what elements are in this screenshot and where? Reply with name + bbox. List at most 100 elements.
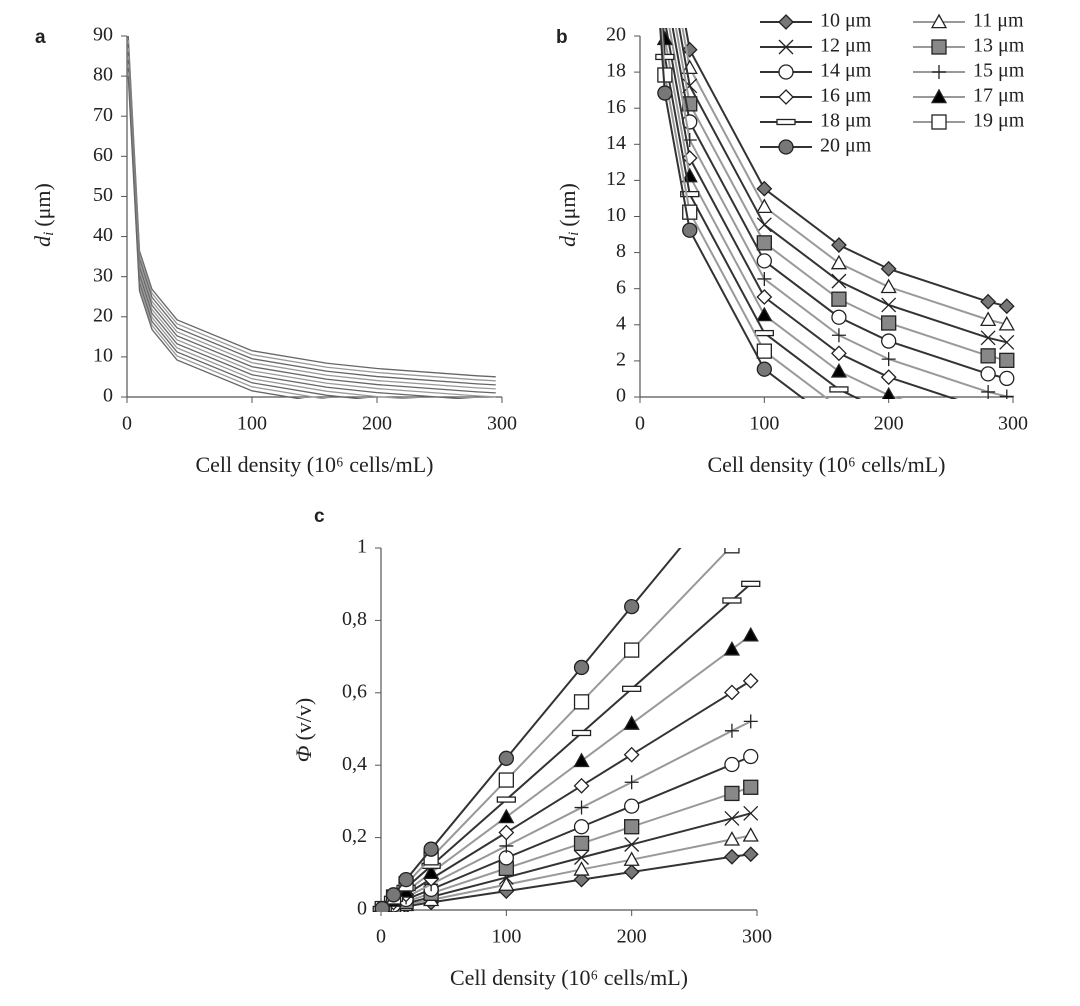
marker — [573, 835, 590, 852]
marker — [725, 478, 739, 492]
marker — [831, 328, 846, 343]
panel-label: c — [314, 506, 325, 527]
marker — [831, 309, 847, 325]
marker — [573, 871, 590, 888]
x-axis-label: Cell density (10⁶ cells/mL) — [450, 965, 688, 990]
legend-label: 11 μm — [973, 10, 1024, 32]
marker — [624, 598, 640, 615]
y-tick-label: 8 — [616, 240, 626, 262]
series-line — [127, 36, 496, 378]
marker — [723, 641, 741, 656]
legend-marker — [931, 114, 947, 130]
y-axis-label-part: d — [30, 235, 55, 247]
marker — [830, 254, 848, 270]
panel-label: a — [35, 27, 46, 48]
marker — [743, 805, 759, 821]
marker — [880, 369, 897, 386]
x-tick-label: 200 — [617, 926, 647, 948]
legend-marker — [931, 39, 947, 55]
series-line — [127, 43, 496, 386]
marker — [756, 361, 772, 377]
marker — [574, 850, 589, 865]
legend-marker — [778, 64, 794, 80]
y-tick-label: 10 — [606, 204, 626, 226]
y-tick-label: 16 — [606, 96, 626, 118]
marker — [979, 444, 997, 449]
series-line — [127, 64, 419, 399]
marker — [571, 729, 592, 737]
marker — [756, 289, 773, 305]
y-tick-label: 1 — [357, 536, 367, 558]
x-tick-label: 300 — [998, 413, 1028, 435]
marker — [657, 85, 673, 101]
y-tick-label: 0 — [103, 385, 113, 407]
legend-label: 10 μm — [820, 10, 872, 32]
y-tick-label: 14 — [606, 132, 626, 154]
marker — [998, 448, 1016, 453]
legend-label: 19 μm — [973, 110, 1025, 132]
marker — [881, 386, 896, 399]
marker — [498, 772, 514, 788]
x-tick-label: 0 — [376, 926, 386, 948]
series-line — [127, 68, 368, 399]
y-axis-label-part: d — [555, 235, 580, 247]
marker — [831, 291, 847, 307]
y-axis-label-part: Φ — [291, 745, 316, 762]
marker — [999, 389, 1014, 399]
marker — [743, 779, 759, 795]
legend-marker — [932, 65, 946, 79]
marker — [998, 298, 1015, 315]
y-tick-label: 60 — [93, 144, 113, 166]
y-tick-label: 50 — [93, 184, 113, 206]
marker — [723, 831, 741, 846]
marker — [724, 785, 740, 802]
marker — [499, 838, 514, 853]
marker — [724, 723, 739, 738]
y-tick-label: 90 — [93, 24, 113, 46]
legend-marker — [930, 88, 948, 104]
marker — [423, 841, 439, 857]
marker — [756, 306, 773, 322]
legend-marker — [930, 13, 948, 29]
marker — [831, 345, 847, 362]
marker — [573, 659, 590, 676]
marker — [574, 800, 589, 815]
marker — [624, 819, 640, 835]
marker — [623, 746, 640, 763]
y-tick-label: 30 — [93, 264, 113, 286]
marker — [498, 876, 515, 891]
plot-area — [127, 36, 496, 399]
marker — [741, 580, 761, 587]
marker — [756, 253, 772, 269]
marker — [624, 798, 640, 814]
marker — [830, 363, 848, 378]
marker — [498, 750, 514, 766]
x-tick-label: 100 — [237, 413, 267, 435]
y-axis-label-part: i — [41, 232, 57, 236]
marker — [658, 0, 672, 10]
x-tick-label: 0 — [635, 413, 645, 435]
marker — [756, 198, 773, 214]
legend-marker — [776, 118, 796, 126]
marker — [385, 887, 402, 903]
marker — [496, 796, 516, 803]
marker — [999, 352, 1015, 369]
marker — [573, 861, 590, 876]
marker — [624, 837, 640, 852]
marker — [722, 597, 742, 604]
marker — [742, 846, 759, 863]
y-axis-label-part: (v/v) — [291, 698, 316, 741]
marker — [980, 293, 997, 310]
x-tick-label: 300 — [487, 413, 517, 435]
y-tick-label: 70 — [93, 104, 113, 126]
legend-label: 13 μm — [973, 35, 1025, 57]
series-line — [127, 60, 474, 399]
marker — [724, 684, 740, 701]
panel-label: b — [556, 27, 568, 48]
marker — [498, 808, 515, 824]
marker — [724, 756, 740, 773]
marker — [756, 180, 773, 197]
marker — [756, 343, 772, 359]
series-line — [381, 680, 752, 911]
